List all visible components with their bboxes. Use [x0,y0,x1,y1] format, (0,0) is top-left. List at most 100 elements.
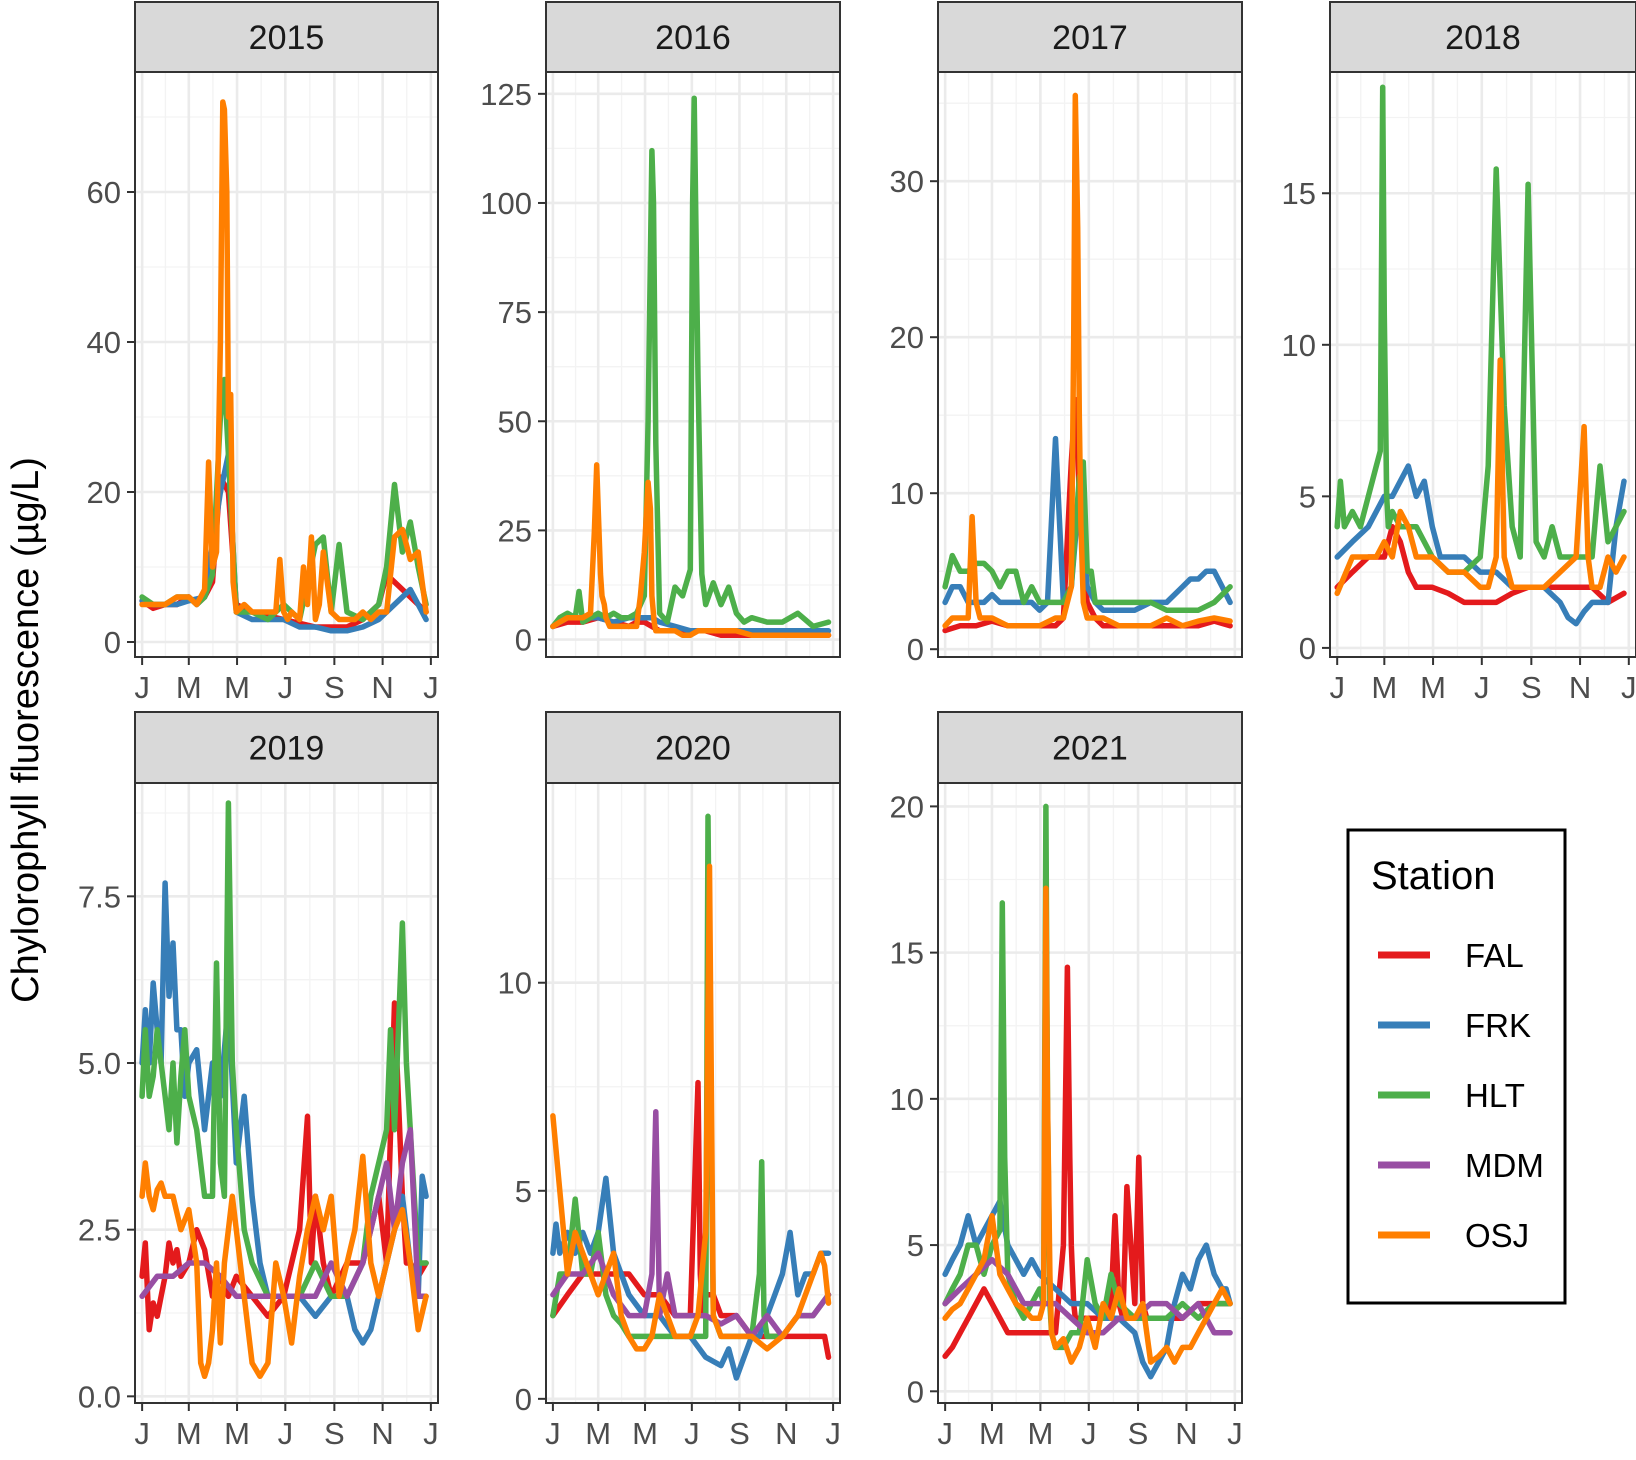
x-tick-label: J [1329,670,1345,705]
x-tick-label: S [729,1416,750,1451]
y-tick-label: 0 [1299,631,1316,666]
panel-2016: 2016 0 25 50 75 100 125 [480,1,841,658]
y-tick-label: 0 [907,1374,924,1409]
y-tick-label: 20 [87,475,121,510]
facet-strip-label: 2018 [1445,19,1521,57]
x-tick-label: J [278,670,294,705]
x-tick-label: N [371,1416,393,1451]
x-tick-label: J [1081,1416,1097,1451]
y-tick-label: 100 [480,186,532,221]
panel-2017: 2017 0 10 20 30 [890,1,1243,667]
y-tick-label: 0.0 [78,1379,121,1414]
y-tick-label: 10 [1282,328,1316,363]
y-tick-label: 0 [104,625,121,660]
legend-item-FAL: FAL [1378,937,1524,974]
series-line-OSJ [550,462,832,638]
y-tick-label: 20 [890,789,924,824]
x-tick-label: J [423,670,439,705]
x-tick-label: J [134,670,150,705]
facet-strip [937,711,1243,784]
y-tick-label: 40 [87,325,121,360]
y-tick-label: 7.5 [78,879,121,914]
series-line-HLT [942,459,1233,613]
facet-strip-label: 2019 [249,730,325,768]
series-line-FRK [1334,463,1627,627]
y-tick-label: 0 [907,632,924,667]
y-tick-label: 30 [890,164,924,199]
series-line-OSJ [550,863,832,1352]
x-tick-label: J [1621,670,1636,705]
x-tick-label: M [585,1416,611,1451]
legend-item-HLT: HLT [1378,1077,1525,1114]
series-group [550,95,832,638]
series-line-OSJ [139,99,429,623]
series-line-OSJ [942,92,1233,629]
y-tick-label: 25 [498,513,532,548]
series-line-MDM [942,1256,1233,1336]
legend-box [1346,828,1567,1305]
series-line-FRK [942,1198,1233,1380]
y-tick-label: 125 [480,77,532,112]
facet-strip [1329,1,1636,73]
y-tick-label: 0 [515,623,532,658]
y-tick-label: 15 [890,936,924,971]
x-tick-label: J [1227,1416,1243,1451]
x-tick-label: J [825,1416,841,1451]
y-tick-label: 10 [498,966,532,1001]
y-tick-label: 20 [890,320,924,355]
y-tick-label: 5.0 [78,1046,121,1081]
x-tick-label: M [632,1416,658,1451]
legend-label: HLT [1465,1077,1525,1114]
x-tick-label: S [324,1416,345,1451]
series-line-FRK [550,614,832,634]
x-tick-label: N [1569,670,1591,705]
x-tick-label: J [1474,670,1490,705]
y-tick-label: 0 [515,1382,532,1417]
x-tick-label: J [278,1416,294,1451]
facet-strip [134,711,439,784]
legend-item-MDM: MDM [1378,1147,1544,1184]
y-tick-label: 50 [498,404,532,439]
facet-strip [545,1,841,73]
x-tick-label: N [775,1416,797,1451]
facet-strip-label: 2016 [655,19,731,57]
x-tick-label: J [937,1416,953,1451]
x-tick-label: J [134,1416,150,1451]
x-tick-label: M [1027,1416,1053,1451]
x-tick-label: S [1128,1416,1149,1451]
legend-label: FRK [1465,1007,1531,1044]
x-tick-label: M [176,670,202,705]
series-group [550,813,832,1381]
x-tick-label: J [545,1416,561,1451]
x-tick-label: M [979,1416,1005,1451]
series-group [1334,84,1627,627]
series-line-OSJ [139,1153,429,1380]
y-tick-label: 5 [1299,479,1316,514]
series-group [942,803,1233,1380]
facet-strip-label: 2021 [1052,730,1128,768]
series-line-OSJ [1334,357,1627,597]
y-tick-label: 5 [515,1174,532,1209]
y-axis-label: Chylorophyll fluorescence (µg/L) [5,457,47,1003]
facet-strip [545,711,841,784]
y-tick-label: 75 [498,295,532,330]
facet-strip [134,1,439,73]
legend-label: MDM [1465,1147,1544,1184]
legend-label: OSJ [1465,1217,1529,1254]
x-tick-label: S [1521,670,1542,705]
legend-title: Station [1371,854,1496,898]
series-group [139,99,429,634]
series-line-HLT [550,95,832,630]
x-tick-label: M [224,1416,250,1451]
x-tick-label: J [684,1416,700,1451]
series-line-FRK [550,1175,832,1381]
x-tick-label: M [1420,670,1446,705]
y-tick-label: 10 [890,1082,924,1117]
x-tick-label: N [1175,1416,1197,1451]
y-tick-label: 5 [907,1228,924,1263]
